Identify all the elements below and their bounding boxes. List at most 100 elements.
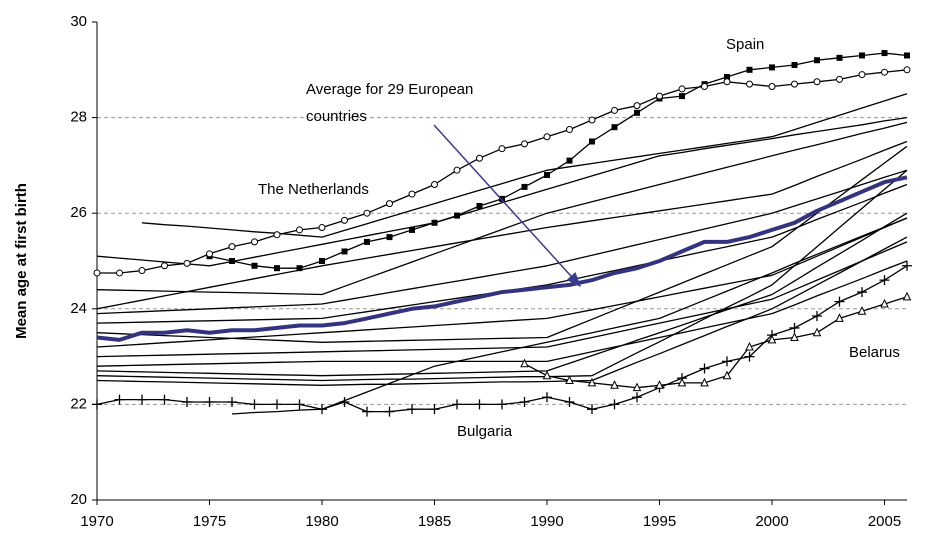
marker xyxy=(609,399,620,410)
marker xyxy=(319,258,325,264)
x-tick-label: 1980 xyxy=(305,513,338,530)
marker xyxy=(93,269,101,277)
annotation-arrow xyxy=(433,124,582,288)
x-tick-label: 2000 xyxy=(755,513,788,530)
marker xyxy=(228,243,236,251)
marker xyxy=(274,265,280,272)
y-tick-label: 20 xyxy=(70,491,87,508)
y-axis-label: Mean age at first birth xyxy=(13,183,30,339)
marker xyxy=(409,226,415,233)
marker xyxy=(565,375,574,384)
series-line xyxy=(96,140,908,310)
marker xyxy=(521,140,528,148)
marker xyxy=(634,109,640,116)
annotation: countries xyxy=(306,108,367,125)
marker xyxy=(206,250,213,258)
marker xyxy=(386,200,393,208)
marker xyxy=(296,226,303,234)
marker xyxy=(229,258,235,264)
marker xyxy=(678,85,686,93)
annotation: Bulgaria xyxy=(457,423,513,440)
marker xyxy=(341,248,348,255)
marker xyxy=(902,291,912,301)
y-tick-label: 28 xyxy=(70,109,87,126)
marker xyxy=(789,322,800,333)
marker xyxy=(589,138,595,145)
marker xyxy=(655,380,664,389)
marker xyxy=(116,269,123,277)
marker xyxy=(408,190,416,198)
series-line xyxy=(141,93,908,238)
series-line xyxy=(96,175,908,342)
y-tick-label: 24 xyxy=(70,300,87,317)
marker xyxy=(521,183,528,190)
marker xyxy=(790,332,799,341)
marker xyxy=(656,92,663,100)
marker xyxy=(722,370,732,380)
marker xyxy=(611,124,618,131)
x-tick-label: 1990 xyxy=(530,513,563,530)
annotation: Belarus xyxy=(849,344,900,361)
marker xyxy=(431,219,438,226)
marker xyxy=(857,306,867,315)
marker xyxy=(183,259,191,267)
series-line xyxy=(96,212,908,377)
marker xyxy=(722,356,732,367)
marker xyxy=(587,404,597,415)
marker xyxy=(204,397,215,408)
marker xyxy=(812,327,822,337)
series-line xyxy=(96,169,908,382)
series-line xyxy=(209,52,908,269)
x-tick-label: 1970 xyxy=(80,513,113,530)
marker xyxy=(904,52,910,59)
marker xyxy=(362,406,372,417)
marker xyxy=(677,377,687,387)
marker xyxy=(542,392,552,403)
marker xyxy=(294,399,305,410)
marker xyxy=(679,93,685,100)
y-tick-label: 26 xyxy=(70,204,87,221)
marker xyxy=(723,78,731,86)
marker xyxy=(701,83,708,91)
marker xyxy=(138,267,146,275)
marker xyxy=(633,102,641,110)
marker xyxy=(836,75,843,83)
marker xyxy=(227,397,237,408)
marker xyxy=(632,392,642,403)
marker xyxy=(746,80,753,88)
series-line xyxy=(96,121,908,296)
series-line xyxy=(96,236,908,386)
marker xyxy=(386,234,393,241)
marker xyxy=(363,209,371,217)
marker xyxy=(880,298,889,308)
marker xyxy=(566,157,573,164)
marker xyxy=(251,238,258,246)
marker xyxy=(745,341,754,351)
marker xyxy=(137,394,147,405)
marker xyxy=(431,181,438,189)
marker xyxy=(611,106,618,114)
marker xyxy=(587,377,597,387)
marker xyxy=(814,57,820,64)
marker xyxy=(407,404,417,415)
marker xyxy=(341,216,348,224)
marker xyxy=(813,78,821,86)
annotation: Average for 29 European xyxy=(306,81,473,98)
marker xyxy=(791,62,798,69)
marker xyxy=(767,334,777,344)
marker xyxy=(364,238,370,245)
marker xyxy=(768,83,776,91)
marker xyxy=(452,399,462,410)
marker xyxy=(499,195,505,202)
x-tick-label: 1985 xyxy=(418,513,451,530)
series-line xyxy=(96,116,908,267)
marker xyxy=(879,275,890,286)
plot-area: 20 22 24 26 28 30 1970 1975 1980 1985 1990 1995 2000… xyxy=(70,13,912,530)
marker xyxy=(836,54,843,61)
marker xyxy=(476,203,483,210)
marker xyxy=(543,133,551,141)
marker xyxy=(566,126,573,134)
marker xyxy=(699,363,710,374)
marker xyxy=(812,310,822,321)
